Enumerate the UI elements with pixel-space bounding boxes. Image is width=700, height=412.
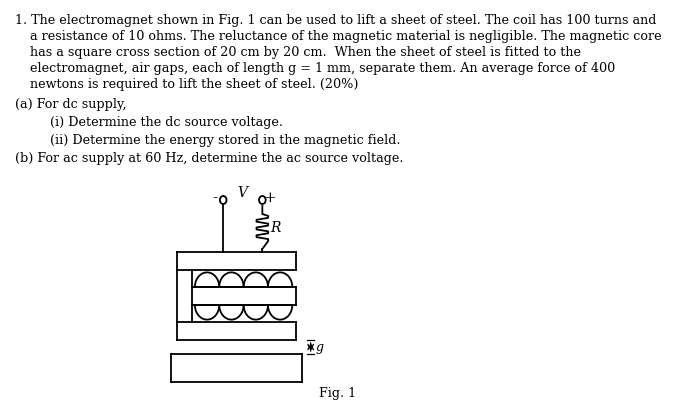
Text: has a square cross section of 20 cm by 20 cm.  When the sheet of steel is fitted: has a square cross section of 20 cm by 2… [30, 46, 581, 59]
Text: g: g [316, 340, 323, 353]
Text: V: V [238, 186, 248, 200]
Text: (b) For ac supply at 60 Hz, determine the ac source voltage.: (b) For ac supply at 60 Hz, determine th… [15, 152, 403, 165]
Text: R: R [271, 220, 281, 234]
Text: Fig. 1: Fig. 1 [319, 387, 356, 400]
Text: electromagnet, air gaps, each of length g = 1 mm, separate them. An average forc: electromagnet, air gaps, each of length … [30, 62, 615, 75]
Text: a resistance of 10 ohms. The reluctance of the magnetic material is negligible. : a resistance of 10 ohms. The reluctance … [30, 30, 662, 43]
Text: (i) Determine the dc source voltage.: (i) Determine the dc source voltage. [50, 116, 283, 129]
Text: (a) For dc supply,: (a) For dc supply, [15, 98, 127, 111]
Text: (ii) Determine the energy stored in the magnetic field.: (ii) Determine the energy stored in the … [50, 134, 400, 147]
Text: 1. The electromagnet shown in Fig. 1 can be used to lift a sheet of steel. The c: 1. The electromagnet shown in Fig. 1 can… [15, 14, 657, 27]
Text: newtons is required to lift the sheet of steel. (20%): newtons is required to lift the sheet of… [30, 78, 358, 91]
Text: +: + [263, 191, 276, 205]
Text: -: - [212, 191, 218, 205]
